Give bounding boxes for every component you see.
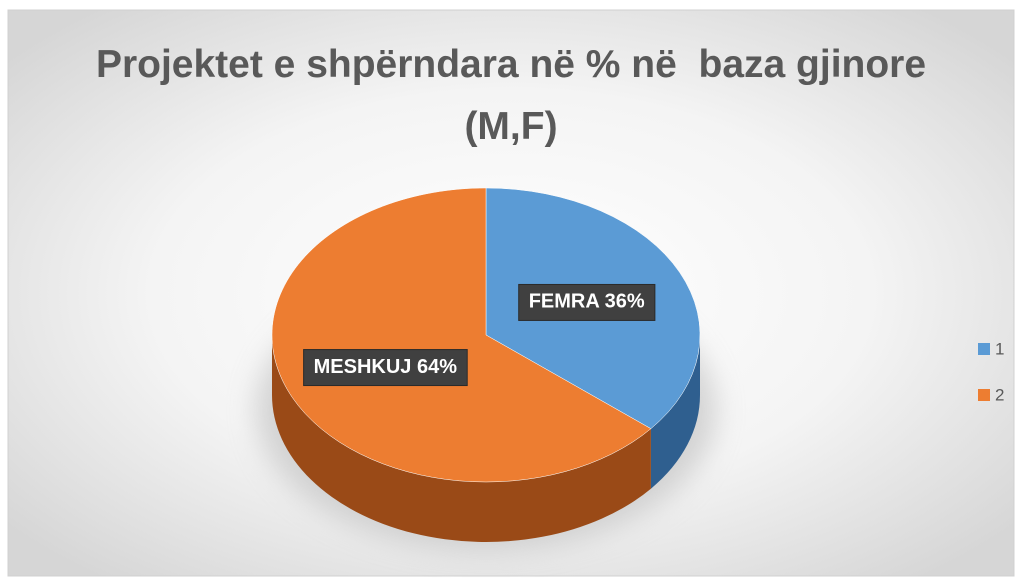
- data-label-box: [518, 283, 656, 321]
- legend-label: 1: [995, 339, 1004, 358]
- slice-side: [650, 335, 700, 489]
- data-label: MESHKUJ 64%: [314, 356, 458, 378]
- legend-label: 2: [995, 385, 1004, 404]
- legend-swatch: [978, 343, 990, 355]
- data-label: FEMRA 36%: [529, 291, 645, 313]
- chart-title: Projektet e shpërndara në % në baza gjin…: [95, 43, 937, 148]
- legend-swatch: [978, 389, 990, 401]
- data-label-box: [303, 349, 468, 387]
- slice-side: [272, 335, 651, 542]
- slice: [271, 187, 652, 483]
